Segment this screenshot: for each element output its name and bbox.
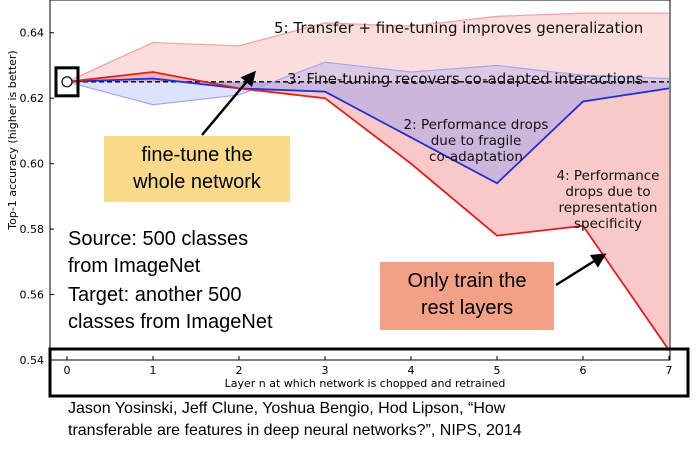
band-transfer-finetune	[67, 13, 669, 82]
annotation-3: 3: Fine-tuning recovers co-adapted inter…	[287, 70, 644, 88]
x-axis-highlight-box	[48, 347, 690, 398]
plot-area: 0.54 0.56 0.58 0.60 0.62 0.64 0 1 2 3 4 5 6 7 Layer n …	[6, 0, 690, 398]
series-self-frozen-line	[66, 77, 670, 185]
band-transfer-frozen	[67, 72, 669, 351]
source-line3: Target: another 500	[68, 284, 242, 306]
series-transfer-frozen-line	[66, 71, 670, 351]
annotation-4-line4: specificity	[573, 216, 643, 232]
annotation-2-line2: due to fragile	[430, 133, 522, 149]
x-tick-label: 3	[322, 364, 329, 377]
x-axis-label: Layer n at which network is chopped and …	[225, 377, 506, 390]
y-axis-label: Top-1 accuracy (higher is better)	[6, 50, 19, 230]
source-target-text: Source: 500 classes from ImageNet Target…	[68, 226, 273, 336]
y-tick-label: 0.60	[20, 158, 45, 171]
annotation-5: 5: Transfer + fine-tuning improves gener…	[274, 19, 644, 37]
origin-marker	[61, 76, 73, 88]
x-tick-label: 5	[494, 364, 501, 377]
source-line1: Source: 500 classes	[68, 228, 249, 250]
finetune-callout-line1: fine-tune the	[141, 144, 253, 166]
rest-layers-arrow	[555, 253, 607, 287]
finetune-callout: fine-tune the whole network	[104, 136, 290, 202]
y-tick-label: 0.58	[20, 223, 45, 236]
finetune-arrow	[201, 70, 256, 136]
y-tick-label: 0.62	[20, 92, 45, 105]
annotation-2-line1: 2: Performance drops	[403, 117, 549, 133]
rest-layers-callout-line1: Only train the	[407, 270, 527, 292]
x-tick-label: 2	[236, 364, 243, 377]
citation-line1: Jason Yosinski, Jeff Clune, Yoshua Bengi…	[68, 400, 506, 417]
band-self-finetune	[67, 62, 669, 105]
rest-layers-callout-line2: rest layers	[420, 297, 514, 319]
x-tick-label: 1	[150, 364, 157, 377]
x-tick-label: 4	[408, 364, 415, 377]
band-self-frozen	[67, 78, 669, 184]
source-line4: classes from ImageNet	[68, 311, 273, 333]
x-tick-label: 6	[580, 364, 587, 377]
rest-layers-callout: Only train the rest layers	[380, 262, 554, 330]
annotation-2-line3: co-adaptation	[429, 149, 523, 165]
origin-highlight-box	[54, 66, 80, 98]
finetune-callout-line2: whole network	[133, 171, 261, 193]
x-tick-label: 7	[666, 364, 673, 377]
annotation-4-line2: drops due to	[565, 184, 651, 200]
series-self-finetune-line	[66, 61, 670, 106]
citation: Jason Yosinski, Jeff Clune, Yoshua Bengi…	[68, 398, 688, 442]
source-line2: from ImageNet	[68, 255, 201, 277]
annotation-4: 4: Performance drops due to representati…	[538, 168, 678, 232]
y-tick-label: 0.56	[20, 289, 45, 302]
citation-line2: transferable are features in deep neural…	[68, 422, 522, 439]
y-tick-label: 0.64	[20, 27, 45, 40]
annotation-4-line1: 4: Performance	[556, 168, 660, 184]
y-tick-label: 0.54	[20, 354, 45, 367]
x-tick-label: 0	[64, 364, 71, 377]
series-transfer-finetune-line	[66, 12, 669, 83]
annotation-2: 2: Performance drops due to fragile co-a…	[378, 117, 574, 165]
annotation-4-line3: representation	[558, 200, 658, 216]
